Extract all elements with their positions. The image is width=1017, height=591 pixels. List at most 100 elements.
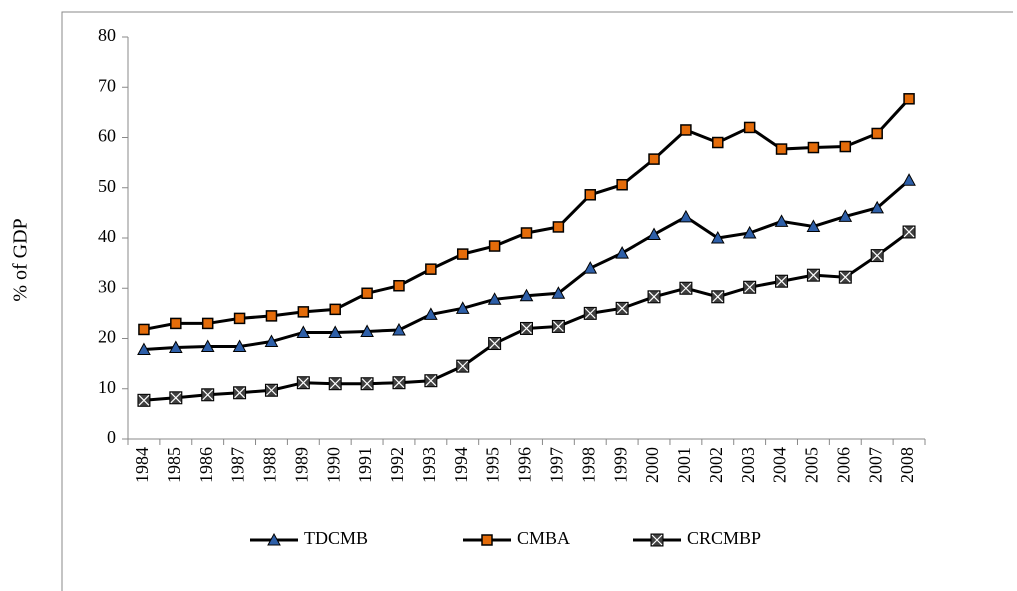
marker [488, 337, 502, 351]
x-tick-label: 2001 [674, 447, 694, 483]
marker-cross [266, 384, 277, 396]
marker [647, 227, 661, 240]
marker [775, 143, 788, 155]
marker-shape [265, 310, 278, 322]
marker-cross [648, 291, 660, 303]
marker [742, 225, 757, 239]
marker-cross [552, 321, 564, 332]
marker-shape [583, 261, 598, 274]
marker [902, 173, 916, 186]
x-tick-label: 2005 [802, 447, 822, 483]
marker [806, 219, 821, 232]
marker [839, 140, 852, 153]
x-tick-label: 1989 [291, 447, 311, 483]
x-tick-label: 1988 [260, 447, 280, 483]
y-tick-label: 60 [98, 126, 116, 146]
marker [169, 391, 183, 405]
x-tick-label: 2004 [770, 447, 790, 483]
chart-frame [61, 11, 1013, 591]
marker-shape [360, 324, 374, 337]
marker [297, 306, 310, 318]
x-tick-label: 2006 [833, 447, 853, 483]
marker-shape [712, 136, 724, 149]
marker [679, 281, 693, 295]
marker-shape [806, 219, 821, 232]
marker [711, 290, 725, 304]
marker [265, 310, 278, 322]
marker [456, 359, 470, 373]
x-tick-label: 1993 [419, 447, 439, 483]
marker [137, 393, 151, 407]
marker [807, 141, 820, 154]
marker-shape [455, 301, 470, 314]
marker-shape [297, 306, 310, 318]
legend-label: CRCMBP [687, 528, 761, 548]
marker-shape [584, 189, 597, 201]
x-tick-label: 1996 [515, 447, 535, 483]
marker-cross [489, 338, 501, 349]
marker [487, 292, 502, 305]
marker-cross [361, 378, 373, 390]
marker-shape [328, 325, 343, 338]
marker-shape [232, 339, 247, 353]
marker [488, 240, 501, 252]
marker [870, 249, 884, 263]
y-axis-label: % of GDP [10, 218, 32, 301]
marker [679, 209, 693, 223]
marker-cross [425, 375, 437, 387]
marker [296, 325, 311, 338]
marker [551, 319, 565, 333]
marker [584, 189, 597, 201]
y-tick-label: 10 [98, 377, 116, 397]
marker-shape [137, 342, 151, 356]
marker-shape [839, 140, 852, 153]
y-tick-label: 80 [98, 25, 116, 45]
marker-cross [680, 282, 692, 294]
marker [137, 342, 151, 356]
legend-label: TDCMB [304, 528, 368, 548]
marker [870, 200, 885, 214]
marker [392, 322, 406, 336]
marker-cross [138, 394, 150, 406]
marker-shape [138, 323, 150, 336]
marker-cross [234, 387, 246, 399]
y-tick-label: 30 [98, 276, 116, 296]
marker [201, 388, 215, 402]
marker [455, 301, 470, 314]
marker-shape [871, 127, 883, 140]
marker-cross [393, 377, 405, 389]
marker-cross [584, 307, 596, 319]
marker-shape [456, 248, 469, 260]
marker [361, 287, 373, 300]
x-tick-label: 1986 [196, 447, 216, 483]
x-tick-label: 2000 [642, 447, 662, 483]
marker-shape [838, 209, 853, 222]
marker [838, 209, 853, 222]
marker [710, 230, 725, 244]
marker-shape [902, 173, 916, 186]
marker-cross [651, 534, 663, 546]
marker [775, 274, 789, 288]
marker-shape [233, 312, 246, 325]
marker-shape [329, 303, 341, 316]
legend-marker [650, 533, 664, 547]
marker [583, 306, 597, 320]
x-tick-label: 2008 [897, 447, 917, 483]
marker-shape [168, 340, 183, 354]
marker-shape [393, 279, 405, 292]
x-tick-label: 1987 [228, 447, 248, 483]
marker-shape [267, 532, 281, 546]
marker-shape [647, 227, 661, 240]
marker-cross [871, 250, 883, 262]
marker-shape [774, 214, 789, 227]
marker [552, 221, 565, 233]
marker [393, 279, 405, 292]
marker-shape [481, 534, 493, 546]
marker-cross [903, 226, 915, 238]
marker [774, 214, 789, 227]
marker-shape [361, 287, 373, 300]
marker-shape [679, 209, 693, 223]
marker [200, 339, 215, 353]
